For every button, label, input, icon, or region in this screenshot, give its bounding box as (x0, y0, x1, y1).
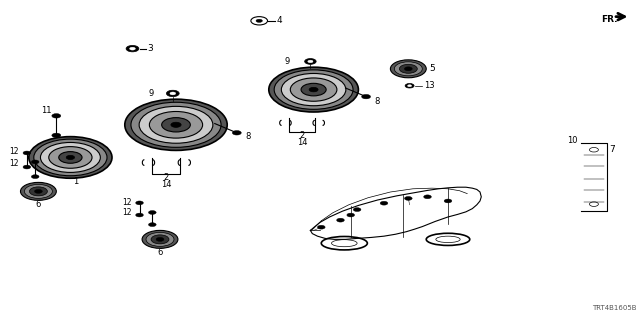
Circle shape (29, 137, 112, 178)
Circle shape (309, 87, 318, 92)
Text: 14: 14 (297, 138, 307, 147)
Circle shape (305, 59, 316, 64)
Circle shape (170, 92, 175, 95)
Circle shape (347, 213, 355, 217)
Circle shape (49, 147, 92, 168)
Text: 4: 4 (276, 16, 282, 25)
Text: 12: 12 (10, 148, 19, 156)
Text: 5: 5 (429, 64, 435, 73)
Circle shape (20, 182, 56, 200)
Circle shape (337, 218, 344, 222)
Circle shape (282, 74, 346, 106)
Circle shape (171, 122, 181, 127)
Circle shape (126, 45, 139, 52)
Text: 8: 8 (245, 132, 250, 141)
Circle shape (29, 187, 47, 196)
Text: 13: 13 (424, 81, 435, 90)
Circle shape (408, 85, 412, 87)
Circle shape (380, 201, 388, 205)
Text: 11: 11 (41, 106, 51, 115)
Circle shape (142, 230, 178, 248)
Circle shape (274, 70, 353, 109)
Circle shape (156, 237, 164, 241)
Text: 10: 10 (568, 136, 578, 145)
Circle shape (444, 199, 452, 203)
Circle shape (424, 195, 431, 199)
Circle shape (131, 102, 221, 147)
Text: 9: 9 (285, 57, 290, 66)
Circle shape (301, 83, 326, 96)
Circle shape (136, 201, 143, 205)
Text: 12: 12 (122, 198, 132, 207)
Circle shape (151, 235, 169, 244)
Circle shape (59, 152, 82, 163)
Circle shape (404, 67, 412, 71)
Circle shape (308, 60, 313, 63)
Circle shape (31, 160, 39, 164)
Text: 6: 6 (36, 200, 41, 209)
Circle shape (394, 62, 422, 76)
Circle shape (399, 64, 417, 73)
Circle shape (125, 99, 227, 150)
Circle shape (148, 223, 156, 227)
Circle shape (67, 155, 74, 160)
Text: 12: 12 (122, 208, 132, 217)
Text: 9: 9 (148, 89, 154, 98)
Text: 8: 8 (374, 97, 380, 106)
Text: 2: 2 (300, 131, 305, 140)
Circle shape (34, 139, 107, 176)
Circle shape (129, 47, 136, 50)
Text: TRT4B1605B: TRT4B1605B (592, 305, 637, 311)
Circle shape (291, 78, 337, 101)
Circle shape (52, 114, 61, 118)
Circle shape (35, 189, 42, 193)
Circle shape (40, 142, 100, 172)
Circle shape (166, 90, 179, 97)
Circle shape (162, 118, 190, 132)
Circle shape (232, 131, 241, 135)
Text: 1: 1 (73, 177, 78, 186)
Circle shape (269, 67, 358, 112)
Circle shape (146, 232, 174, 246)
Circle shape (256, 19, 262, 22)
Circle shape (317, 225, 325, 229)
Circle shape (52, 133, 61, 138)
Circle shape (390, 60, 426, 78)
Circle shape (136, 213, 143, 217)
Circle shape (353, 208, 361, 212)
Circle shape (139, 106, 213, 143)
Circle shape (149, 111, 203, 138)
Circle shape (405, 84, 414, 88)
Circle shape (23, 165, 31, 169)
Text: 2: 2 (164, 173, 169, 182)
Circle shape (148, 211, 156, 214)
Text: 14: 14 (161, 180, 172, 189)
Text: 6: 6 (157, 248, 163, 257)
Circle shape (24, 184, 52, 198)
Text: FR.: FR. (602, 15, 618, 24)
Text: 12: 12 (10, 159, 19, 168)
Circle shape (31, 175, 39, 179)
Circle shape (362, 94, 371, 99)
Text: 7: 7 (609, 145, 615, 154)
Circle shape (404, 196, 412, 200)
Text: 3: 3 (147, 44, 153, 53)
Circle shape (23, 151, 31, 155)
